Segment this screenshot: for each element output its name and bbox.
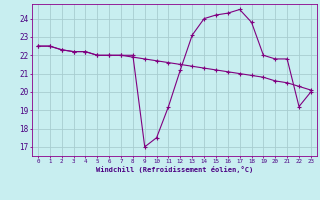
X-axis label: Windchill (Refroidissement éolien,°C): Windchill (Refroidissement éolien,°C) — [96, 166, 253, 173]
